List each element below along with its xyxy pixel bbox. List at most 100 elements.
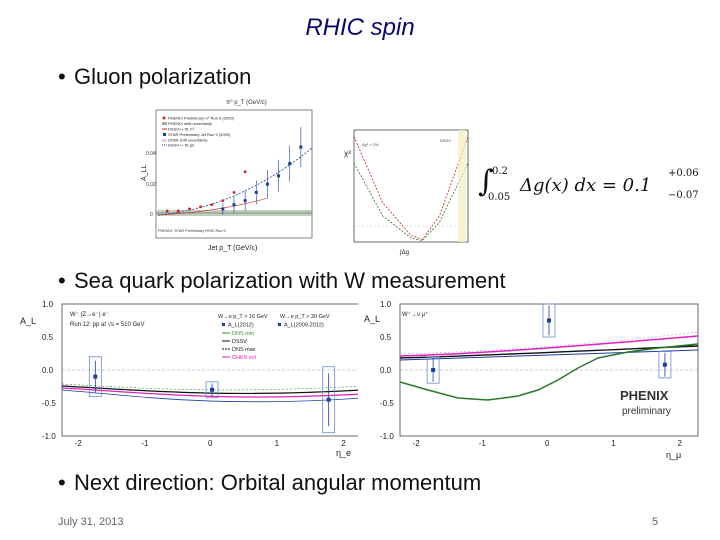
bullet-text: Gluon polarization xyxy=(74,64,252,89)
delta-g-formula: ∫ 0.2 0.05 Δg(x) dx = 0.1 +0.06 −0.07 xyxy=(478,164,704,206)
star-w-al-plot: A_L η_e 1.0 0.5 0.0 -0.5 -1.0 -2 -1 0 1 2 W⁻ (Z→… xyxy=(18,298,368,468)
ytick: 0.0 xyxy=(380,366,392,375)
legend-label: W→e p_T > 30 GeV xyxy=(280,314,330,320)
green-curve xyxy=(399,343,699,401)
legend-label: W⁻ (Z→e⁻) e⁻ xyxy=(70,312,109,318)
legend-label: PHENIX shift uncertainty xyxy=(168,121,212,126)
y-axis-label: A_L xyxy=(20,316,36,326)
bullet-gluon: • Gluon polarization xyxy=(58,64,251,90)
y-axis-label: χ² xyxy=(344,149,351,158)
phenix-point xyxy=(221,199,225,203)
top-axis-label: π⁰ p_T (GeV/c) xyxy=(226,99,267,106)
plot-frame xyxy=(155,109,313,239)
phenix-point xyxy=(210,203,214,207)
syst-box xyxy=(658,351,672,379)
star-point xyxy=(232,203,236,207)
bullet-text: Next direction: Orbital angular momentum xyxy=(74,470,482,495)
syst-box xyxy=(542,303,556,338)
y-axis-label: A_LL xyxy=(141,165,148,181)
chi2-curve xyxy=(353,136,469,240)
ytick: -1.0 xyxy=(42,432,56,441)
xtick: 1 xyxy=(275,439,280,448)
page-number: 5 xyxy=(652,516,659,528)
legend-label: PHENIX Preliminary π⁰ Run 9 (2009) xyxy=(168,116,235,121)
footer-date: July 31, 2013 xyxy=(58,516,124,528)
star-point xyxy=(288,162,292,166)
phenix-logo: PHENIX preliminary xyxy=(620,388,671,417)
legend-label: DSSV xyxy=(232,339,247,345)
star-point xyxy=(254,190,258,194)
error-plus: +0.06 xyxy=(668,168,699,179)
integral-sign: ∫ xyxy=(478,164,494,199)
legend-label: A_L(2012) xyxy=(228,323,254,329)
legend: PHENIX Preliminary π⁰ Run 9 (2009) PHENI… xyxy=(162,116,235,148)
legend-label: DNS max xyxy=(232,347,256,353)
ytick: -1.0 xyxy=(380,432,394,441)
run-label: Run 12: pp at √s = 510 GeV xyxy=(70,321,145,328)
phenix-point xyxy=(165,209,169,213)
legend: W→e p_T > 16 GeV W→e p_T > 30 GeV A_L(20… xyxy=(218,314,330,361)
y-axis-label: A_L xyxy=(364,314,380,324)
xtick: 2 xyxy=(341,439,346,448)
x-axis-label: η_μ xyxy=(666,450,681,460)
bullet-dot: • xyxy=(58,64,66,89)
dssv-pi0-fit xyxy=(157,197,269,216)
phenix-point xyxy=(232,191,236,194)
bullet-dot: • xyxy=(58,268,66,293)
bullet-text: Sea quark polarization with W measuremen… xyxy=(74,268,506,293)
gray-curve xyxy=(399,331,699,355)
xtick: -1 xyxy=(479,439,487,448)
legend-label: STAR shift uncertainty xyxy=(168,138,208,143)
syst-box xyxy=(426,356,440,384)
phenix-point xyxy=(176,209,180,213)
integral-lower: 0.05 xyxy=(488,192,511,203)
star-point xyxy=(243,199,247,203)
legend-label: DSSV++ fit, jet xyxy=(168,143,195,148)
blue-curve xyxy=(399,349,699,361)
dns-min-curve xyxy=(61,383,363,391)
annotation: DSSV xyxy=(440,138,451,143)
legend-label: DSSV++ fit, π⁰ xyxy=(168,127,195,132)
integral-upper: 0.2 xyxy=(492,166,508,177)
annotation: Δχ² = 2% xyxy=(362,142,379,147)
data-point xyxy=(93,374,98,379)
phenix-w-al-plot: A_L η_μ W⁺→ν μ⁺ 1.0 0.5 0.0 -0.5 -1.0 -2 -1 0 1… xyxy=(358,296,704,468)
data-point xyxy=(662,362,667,367)
data-point xyxy=(431,368,436,372)
x-axis-label: Jet p_T (GeV/c) xyxy=(208,245,257,252)
syst-box xyxy=(88,356,102,397)
chi2-plot: χ² Δχ² = 2% DSSV ∫Δg xyxy=(340,126,472,260)
ytick: 0.04 xyxy=(146,151,156,157)
ytick: 0.0 xyxy=(42,366,54,375)
data-point xyxy=(326,397,331,402)
x-axis-label: ∫Δg xyxy=(399,249,409,256)
ytick: 0 xyxy=(150,212,153,218)
xtick: 1 xyxy=(611,439,616,448)
chks-curve xyxy=(61,387,363,398)
legend-label: STAR Preliminary Jet Run 9 (2009) xyxy=(168,132,231,137)
error-minus: −0.07 xyxy=(668,190,699,201)
star-point xyxy=(277,174,281,178)
ytick: 1.0 xyxy=(380,300,392,309)
logo-text: PHENIX xyxy=(620,388,669,403)
star-point xyxy=(221,207,225,211)
xtick: -2 xyxy=(75,439,83,448)
bullet-dot: • xyxy=(58,470,66,495)
pink-curve xyxy=(399,335,699,357)
ytick: -0.5 xyxy=(380,399,394,408)
legend-label: W→e p_T > 16 GeV xyxy=(218,314,268,320)
star-point xyxy=(299,145,303,149)
xtick: 0 xyxy=(208,439,213,448)
all-plot: π⁰ p_T (GeV/c) A_LL 0.04 0.02 0 PHENIX P… xyxy=(138,98,320,258)
x-axis-label: η_e xyxy=(336,448,351,458)
dssv-jet-fit xyxy=(157,147,313,216)
footnote: PHENIX, STAR Preliminary RHIC Run 9 xyxy=(158,229,226,233)
bullet-orbital: • Next direction: Orbital angular momentu… xyxy=(58,470,481,496)
bullet-sea-quark: • Sea quark polarization with W measureme… xyxy=(58,268,506,294)
ytick: 1.0 xyxy=(42,300,54,309)
channel-label: W⁺→ν μ⁺ xyxy=(402,311,428,318)
blue-curve xyxy=(61,389,363,403)
integral-expression: Δg(x) dx = 0.1 xyxy=(520,175,652,196)
syst-box xyxy=(205,381,219,399)
syst-box xyxy=(322,366,336,434)
